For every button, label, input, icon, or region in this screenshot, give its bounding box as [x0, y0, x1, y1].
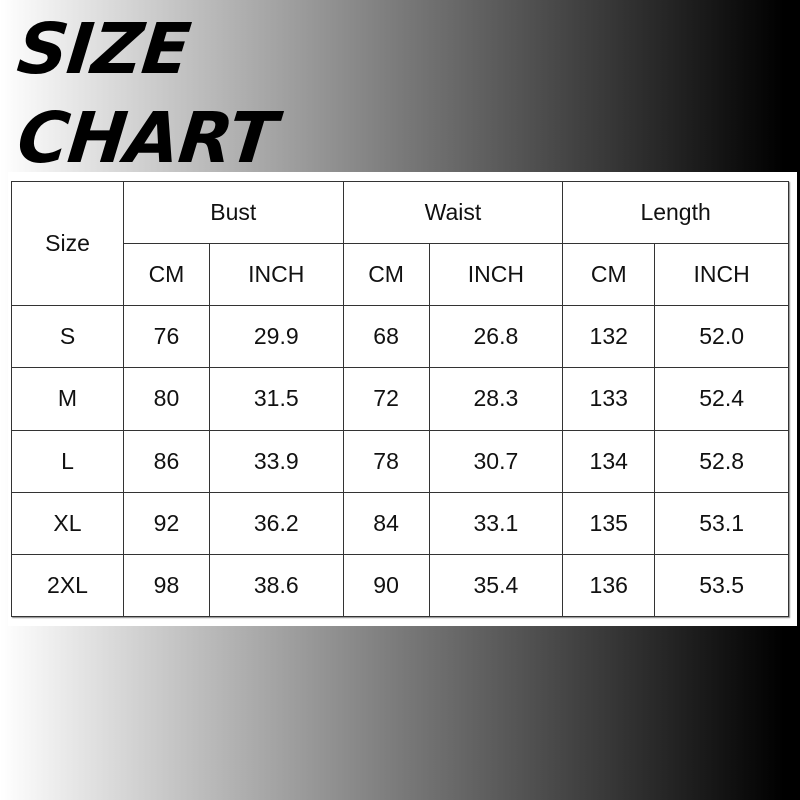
value-cell: 30.7 [428, 429, 564, 493]
value-cell: 36.2 [208, 491, 344, 555]
value-cell: 133 [562, 367, 656, 431]
table-row: XL 92 36.2 84 33.1 135 53.1 [11, 491, 789, 555]
value-cell: 136 [562, 553, 656, 618]
title-line-1: SIZE [13, 8, 194, 90]
value-cell: 33.1 [428, 491, 564, 555]
size-cell: L [11, 429, 124, 493]
value-cell: 90 [342, 553, 430, 618]
value-cell: 52.0 [654, 305, 789, 369]
table-row: M 80 31.5 72 28.3 133 52.4 [11, 367, 789, 431]
value-cell: 134 [562, 429, 656, 493]
value-cell: 84 [342, 491, 430, 555]
value-cell: 98 [123, 553, 210, 618]
value-cell: 80 [123, 367, 210, 431]
value-cell: 26.8 [428, 305, 564, 369]
header-row-units: CM INCH CM INCH CM INCH [12, 243, 789, 307]
size-cell: XL [11, 491, 124, 555]
value-cell: 28.3 [428, 367, 564, 431]
group-header-length: Length [562, 180, 789, 245]
group-header-waist: Waist [342, 180, 564, 245]
header-row-groups: Size Bust Waist Length [11, 180, 789, 307]
value-cell: 53.5 [654, 553, 789, 618]
value-cell: 92 [123, 491, 210, 555]
value-cell: 35.4 [428, 553, 564, 618]
size-cell: M [11, 367, 124, 431]
unit-header: INCH [654, 243, 789, 307]
table-row: L 86 33.9 78 30.7 134 52.8 [11, 429, 789, 493]
table-row: 2XL 98 38.6 90 35.4 136 53.5 [11, 553, 789, 618]
size-header: Size [11, 180, 124, 307]
unit-header: CM [562, 243, 656, 307]
unit-header: INCH [208, 243, 344, 307]
title-line-2: CHART [13, 97, 280, 179]
value-cell: 76 [123, 305, 210, 369]
value-cell: 33.9 [208, 429, 344, 493]
size-cell: S [11, 305, 124, 369]
value-cell: 29.9 [208, 305, 344, 369]
table-row: S 76 29.9 68 26.8 132 52.0 [11, 305, 789, 369]
value-cell: 52.8 [654, 429, 789, 493]
size-chart-table: Size Bust Waist Length CM INCH CM INCH C… [11, 180, 789, 618]
value-cell: 86 [123, 429, 210, 493]
value-cell: 78 [342, 429, 430, 493]
group-header-bust: Bust [123, 180, 344, 245]
size-cell: 2XL [11, 553, 124, 618]
unit-header: CM [342, 243, 430, 307]
value-cell: 38.6 [208, 553, 344, 618]
value-cell: 72 [342, 367, 430, 431]
value-cell: 68 [342, 305, 430, 369]
value-cell: 52.4 [654, 367, 789, 431]
value-cell: 31.5 [208, 367, 344, 431]
value-cell: 132 [562, 305, 656, 369]
value-cell: 135 [562, 491, 656, 555]
unit-header: CM [123, 243, 210, 307]
unit-header: INCH [428, 243, 564, 307]
value-cell: 53.1 [654, 491, 789, 555]
